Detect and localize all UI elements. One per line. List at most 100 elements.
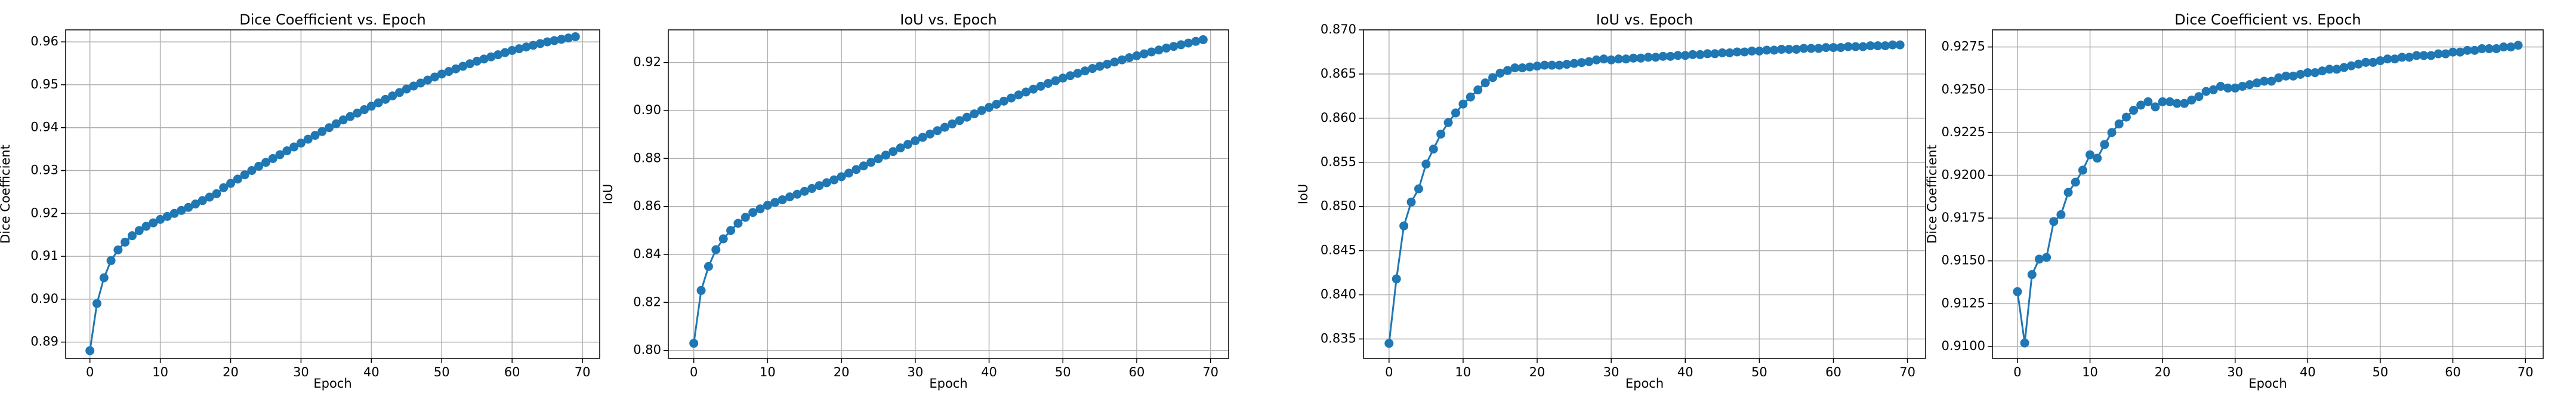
x-axis-label: Epoch (1625, 376, 1664, 391)
data-point (2412, 51, 2421, 60)
data-point (970, 109, 979, 119)
data-point (977, 106, 986, 115)
data-point (2499, 42, 2509, 52)
data-point (191, 200, 200, 209)
y-tick-label: 0.92 (633, 55, 661, 69)
data-point (1117, 55, 1127, 65)
data-point (1510, 63, 1520, 73)
data-point (1747, 46, 1757, 56)
data-point (1525, 62, 1535, 72)
data-point (2078, 165, 2087, 175)
data-point (2463, 45, 2472, 55)
y-tick-label: 0.92 (30, 205, 58, 220)
data-point (2361, 57, 2371, 67)
data-point (1836, 43, 1846, 53)
data-point (711, 245, 721, 254)
data-point (1044, 79, 1053, 88)
data-point (240, 170, 249, 180)
x-tick-label: 40 (1677, 365, 1693, 379)
data-point (1562, 60, 1572, 69)
data-point (2441, 49, 2450, 59)
data-point (381, 94, 390, 104)
plot-frame (1363, 29, 1926, 359)
data-point (500, 48, 510, 57)
data-point (1429, 145, 1438, 154)
data-point (1132, 51, 1142, 60)
data-point (275, 150, 285, 159)
data-point (1828, 43, 1838, 53)
data-point (2151, 102, 2160, 112)
data-point (741, 213, 750, 222)
x-tick-label: 60 (2445, 365, 2461, 379)
data-point (2274, 73, 2284, 82)
data-point (134, 226, 144, 235)
data-point (2376, 56, 2385, 66)
y-tick-label: 0.82 (633, 294, 661, 309)
data-point (1191, 36, 1201, 46)
data-point (2136, 100, 2146, 110)
x-tick-label: 20 (1529, 365, 1545, 379)
data-point (2252, 78, 2262, 88)
data-point (718, 234, 728, 244)
data-point (2223, 83, 2233, 93)
data-point (1480, 78, 1490, 88)
series-line (89, 36, 576, 351)
data-point (2194, 92, 2204, 102)
data-point (2259, 76, 2269, 86)
data-point (522, 42, 531, 52)
data-point (992, 100, 1001, 109)
data-point (331, 119, 341, 128)
y-tick-label: 0.9150 (1942, 253, 1985, 268)
data-point (1443, 118, 1453, 127)
data-point (881, 151, 890, 160)
data-point (437, 69, 446, 79)
data-point (2318, 66, 2327, 76)
data-point (1591, 55, 1601, 65)
y-axis-label: IoU (601, 184, 615, 204)
x-tick-label: 10 (760, 365, 776, 379)
data-point (1584, 57, 1594, 66)
y-tick-label: 0.90 (633, 103, 661, 117)
x-tick-label: 20 (223, 365, 239, 379)
y-tick-label: 0.96 (30, 34, 58, 48)
data-point (1073, 69, 1082, 78)
data-point (268, 154, 277, 163)
y-tick-label: 0.88 (633, 151, 661, 165)
data-point (1895, 40, 1905, 50)
data-point (1799, 44, 1809, 53)
data-point (1384, 339, 1394, 348)
data-point (1392, 274, 1401, 284)
data-point (317, 127, 327, 136)
data-point (999, 96, 1008, 106)
y-tick-label: 0.870 (1321, 22, 1356, 36)
data-point (2201, 87, 2211, 96)
data-point (822, 178, 831, 188)
data-point (2020, 338, 2029, 348)
data-point (423, 75, 433, 85)
data-point (2158, 97, 2167, 106)
data-point (1858, 42, 1868, 51)
data-point (903, 140, 912, 149)
y-tick-label: 0.9125 (1942, 296, 1985, 310)
data-point (2216, 82, 2225, 91)
data-point (374, 98, 383, 108)
data-point (2187, 95, 2196, 105)
data-point (402, 84, 411, 94)
x-tick-label: 10 (2082, 365, 2098, 379)
y-tick-label: 0.865 (1321, 66, 1356, 81)
data-point (1725, 48, 1735, 57)
x-tick-label: 70 (1899, 365, 1915, 379)
data-point (1169, 42, 1179, 51)
data-point (261, 158, 270, 167)
data-point (2296, 69, 2305, 79)
data-point (1495, 68, 1505, 78)
y-tick-label: 0.91 (30, 248, 58, 263)
data-point (1088, 64, 1097, 73)
data-point (205, 192, 214, 202)
data-point (1147, 47, 1156, 57)
data-point (1651, 53, 1661, 62)
y-tick-label: 0.80 (633, 343, 661, 357)
x-tick-label: 0 (86, 365, 94, 379)
data-point (1621, 54, 1631, 64)
